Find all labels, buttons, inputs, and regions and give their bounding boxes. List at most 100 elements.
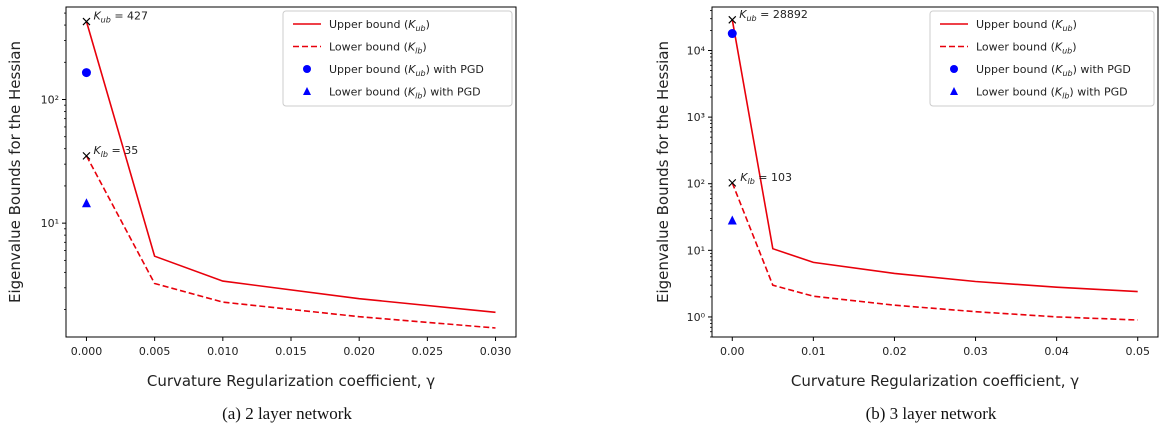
pgd-lower-point [81,198,91,208]
annotation-value: 35 [124,144,138,157]
math-subscript: lb [415,47,422,56]
panel-b-3-layer: 0.00 0.01 0.02 0.03 0.04 0.05 10⁰ 10¹ 10² 10³ 10⁴ C… [654,6,1159,423]
x-tick-label: 0.00 [720,345,745,358]
annotation-x-marker [82,17,91,26]
annotation-label: Kub = 427 [93,10,148,25]
math-subscript: ub [415,69,425,78]
y-axis-label: Eigenvalue Bounds for the Hessian [654,41,672,303]
x-tick-label: 0.025 [412,345,444,358]
figure-caption: (a) 2 layer network [222,404,352,423]
pgd-upper-point [727,29,737,39]
series-line-lower-bound [731,182,1138,321]
legend-swatch-circle [950,65,958,73]
text-part: ) [1072,41,1076,54]
text-part: Upper bound ( [329,63,408,76]
legend-entry-label: Lower bound (Klb) with PGD [329,86,481,101]
text-part: Lower bound ( [329,86,408,99]
y-tick-label: 10⁴ [687,45,706,58]
x-tick-label: 0.030 [480,345,512,358]
panel-a-2-layer: 0.000 0.005 0.010 0.015 0.020 0.025 0.030 10¹ 10… [6,6,517,423]
text-part: = [111,10,127,23]
legend-entry-label: Lower bound (Klb) with PGD [976,86,1128,101]
annotation-x-marker [82,151,91,160]
text-part: Upper bound ( [976,18,1055,31]
y-tick-label: 10³ [687,111,705,124]
annotation-label: Klb = 103 [740,171,792,186]
pgd-upper-point [81,68,91,78]
pgd-lower-point [727,215,737,225]
math-subscript: lb [415,92,422,101]
annotation-x-marker [728,15,737,24]
x-tick-label: 0.000 [71,345,103,358]
text-part: Upper bound ( [976,63,1055,76]
annotation-label: Kub = 28892 [739,8,808,23]
legend-entry-label: Upper bound (Kub) [976,18,1077,33]
legend-entry-label: Upper bound (Kub) [329,18,430,33]
math-symbol: K [1055,41,1063,54]
x-axis-label: Curvature Regularization coefficient, γ [147,372,435,390]
math-symbol: K [408,63,416,76]
y-axis-label: Eigenvalue Bounds for the Hessian [6,41,24,303]
math-subscript: lb [1062,92,1069,101]
annotation-value: 427 [127,10,148,23]
legend-box [929,10,1155,107]
text-part: Lower bound ( [329,41,408,54]
x-tick-label: 0.015 [275,345,307,358]
text-part: = [757,8,773,21]
math-symbol: K [740,171,748,184]
math-subscript: ub [415,24,425,33]
annotation-x-marker [728,178,737,187]
x-axis-label: Curvature Regularization coefficient, γ [791,372,1079,390]
y-tick-label: 10² [687,178,705,191]
y-tick-label: 10¹ [41,217,59,230]
math-subscript: ub [1062,47,1072,56]
math-symbol: K [1055,63,1063,76]
text-part: ) [426,18,430,31]
x-tick-label: 0.04 [1044,345,1069,358]
legend-swatch-circle [303,65,311,73]
text-part: Lower bound ( [976,41,1055,54]
legend-entry-label: Lower bound (Kub) [976,41,1077,56]
math-subscript: ub [101,16,111,25]
series-line-lower-bound [85,155,496,329]
text-part: Upper bound ( [329,18,408,31]
y-tick-label: 10² [41,94,59,107]
math-subscript: lb [747,177,754,186]
legend-entry-label: Upper bound (Kub) with PGD [976,63,1131,78]
annotation-label: Klb = 35 [93,144,138,159]
math-symbol: K [93,144,101,157]
math-symbol: K [739,8,747,21]
math-subscript: ub [1062,69,1072,78]
math-symbol: K [1055,18,1063,31]
series-line-upper-bound [85,21,496,314]
x-tick-label: 0.01 [801,345,826,358]
math-symbol: K [408,18,416,31]
text-part: Lower bound ( [976,86,1055,99]
math-subscript: lb [101,150,108,159]
plot-frame [711,6,1159,338]
text-part: = [755,171,771,184]
math-symbol: K [1055,86,1063,99]
text-part: ) [422,41,426,54]
text-part: ) with PGD [426,63,484,76]
text-part: ) with PGD [1069,86,1127,99]
x-tick-label: 0.005 [139,345,171,358]
x-tick-label: 0.05 [1125,345,1150,358]
series-line-upper-bound [731,19,1138,293]
y-tick-label: 10⁰ [687,311,706,324]
figure-caption: (b) 3 layer network [866,404,997,423]
annotation-value: 103 [771,171,792,184]
text-part: ) with PGD [1073,63,1131,76]
legend-entry-label: Lower bound (Klb) [329,41,427,56]
x-tick-label: 0.02 [882,345,907,358]
math-subscript: ub [1062,24,1072,33]
text-part: = [108,144,124,157]
legend-swatch-triangle [950,87,958,95]
legend-swatch-triangle [303,87,311,95]
x-tick-label: 0.03 [963,345,988,358]
legend-box [282,10,513,107]
text-part: ) with PGD [422,86,480,99]
legend-entry-label: Upper bound (Kub) with PGD [329,63,484,78]
math-symbol: K [93,10,101,23]
